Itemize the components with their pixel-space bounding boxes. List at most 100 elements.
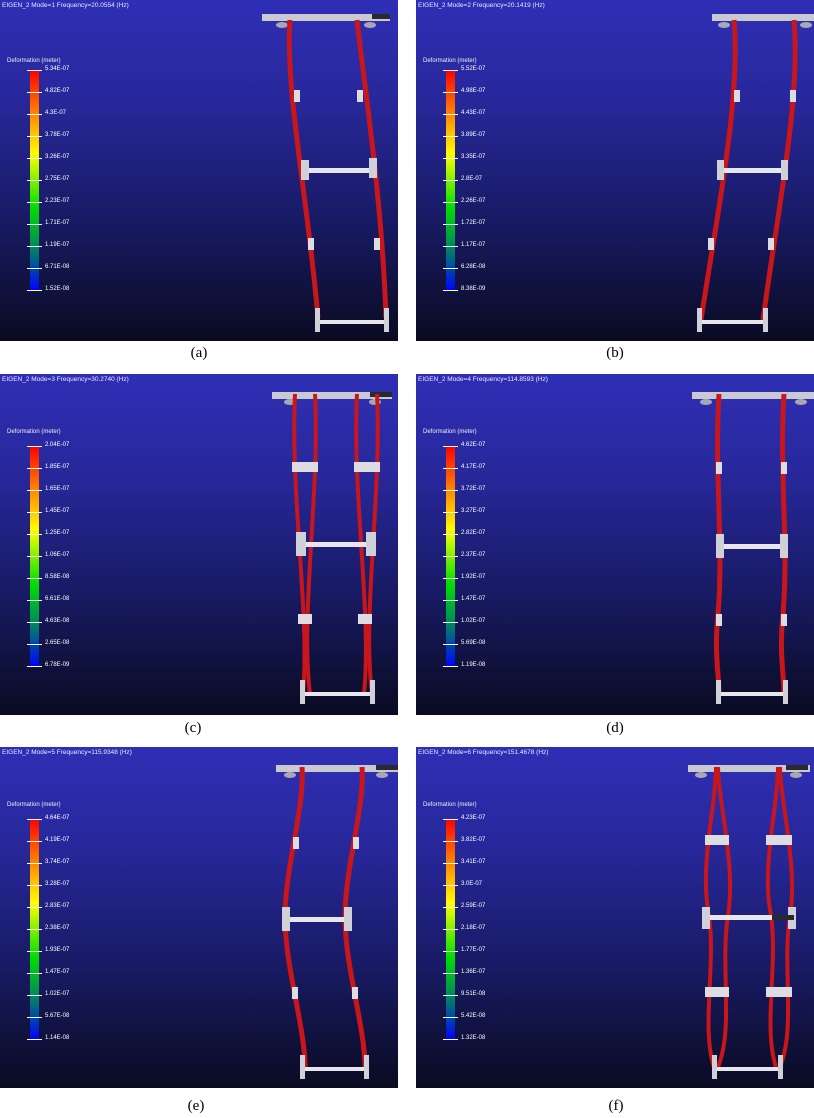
legend-tick (443, 490, 458, 491)
legend-tick (443, 885, 458, 886)
legend-tick (443, 512, 458, 513)
legend-tick-label: 3.28E-07 (45, 881, 70, 887)
legend-tick-label: 1.65E-07 (45, 486, 70, 492)
caption-f: (f) (608, 1098, 624, 1114)
panel-d: EIGEN_2 Mode=4 Frequency=114.8593 (Hz) D… (416, 374, 814, 715)
legend-tick-label: 1.06E-07 (45, 552, 70, 558)
legend-tick (443, 268, 458, 269)
legend-tick (27, 446, 42, 447)
legend-tick (27, 246, 42, 247)
legend-tick (443, 1039, 458, 1040)
legend-tick-label: 1.02E-07 (45, 991, 70, 997)
caption-b: (b) (606, 345, 624, 361)
legend-tick (27, 224, 42, 225)
panel-title: EIGEN_2 Mode=2 Frequency=20.1419 (Hz) (418, 2, 545, 9)
legend-tick (443, 468, 458, 469)
legend-tick-label: 3.72E-07 (461, 486, 486, 492)
legend-tick-label: 3.0E-07 (461, 881, 483, 887)
legend-tick-label: 1.77E-07 (461, 947, 486, 953)
legend-tick (443, 907, 458, 908)
legend-tick-label: 1.14E-08 (45, 1035, 70, 1041)
legend-tick-label: 1.19E-07 (45, 242, 70, 248)
legend-tick (443, 863, 458, 864)
legend-tick (27, 666, 42, 667)
legend-tick-label: 4.82E-07 (45, 88, 70, 94)
legend-tick-label: 4.63E-08 (45, 618, 70, 624)
legend-tick-label: 3.35E-07 (461, 154, 486, 160)
legend-tick-label: 3.74E-07 (45, 859, 70, 865)
legend-tick-label: 4.43E-07 (461, 110, 486, 116)
legend-tick-label: 3.89E-07 (461, 132, 486, 138)
legend-tick (443, 929, 458, 930)
legend-tick-label: 4.64E-07 (45, 815, 70, 821)
legend-tick-label: 1.17E-07 (461, 242, 486, 248)
legend-title: Deformation (meter) (7, 58, 61, 64)
panel-c: EIGEN_2 Mode=3 Frequency=30.2740 (Hz) De… (0, 374, 398, 715)
legend-tick (27, 202, 42, 203)
legend-tick-label: 4.17E-07 (461, 464, 486, 470)
legend-tick-label: 9.51E-08 (461, 991, 486, 997)
legend-tick-label: 2.26E-07 (461, 198, 486, 204)
legend-tick-label: 2.83E-07 (45, 903, 70, 909)
legend-tick-label: 5.34E-07 (45, 66, 70, 72)
legend-tick-label: 3.26E-07 (45, 154, 70, 160)
legend-tick (27, 929, 42, 930)
legend-tick-label: 6.78E-09 (45, 662, 70, 668)
legend-tick-label: 1.47E-07 (45, 969, 70, 975)
legend-tick-label: 1.32E-08 (461, 1035, 486, 1041)
legend-tick (27, 490, 42, 491)
legend-tick (27, 819, 42, 820)
panel-f: EIGEN_2 Mode=6 Frequency=151.4678 (Hz) D… (416, 747, 814, 1088)
legend-tick (27, 841, 42, 842)
caption-d: (d) (606, 720, 624, 736)
legend-tick (443, 180, 458, 181)
legend-tick (27, 158, 42, 159)
legend-tick-label: 6.61E-08 (45, 596, 70, 602)
legend-tick-label: 1.02E-07 (461, 618, 486, 624)
legend-tick-label: 1.72E-07 (461, 220, 486, 226)
legend-tick-label: 3.41E-07 (461, 859, 486, 865)
legend-tick-label: 1.93E-07 (45, 947, 70, 953)
legend-tick (27, 290, 42, 291)
legend-tick (27, 92, 42, 93)
legend-tick-label: 1.19E-08 (461, 662, 486, 668)
legend-tick (443, 224, 458, 225)
legend-tick-label: 4.98E-07 (461, 88, 486, 94)
legend-tick-label: 3.82E-07 (461, 837, 486, 843)
legend-tick (27, 136, 42, 137)
deformed-frame-model (688, 765, 810, 1079)
panel-b: EIGEN_2 Mode=2 Frequency=20.1419 (Hz) De… (416, 0, 814, 341)
legend-tick-label: 2.82E-07 (461, 530, 486, 536)
legend-tick-label: 1.85E-07 (45, 464, 70, 470)
legend-tick (27, 885, 42, 886)
legend-title: Deformation (meter) (423, 429, 477, 435)
legend-tick (443, 136, 458, 137)
panel-title: EIGEN_2 Mode=5 Frequency=115.9348 (Hz) (2, 749, 132, 756)
legend-tick (443, 973, 458, 974)
panel-a: EIGEN_2 Mode=1 Frequency=20.0554 (Hz) De… (0, 0, 398, 341)
panel-title: EIGEN_2 Mode=6 Frequency=151.4678 (Hz) (418, 749, 549, 756)
legend-tick-label: 2.04E-07 (45, 442, 70, 448)
legend-tick (27, 468, 42, 469)
panel-title: EIGEN_2 Mode=1 Frequency=20.0554 (Hz) (2, 2, 129, 9)
legend-tick (443, 246, 458, 247)
legend-tick-label: 4.3E-07 (45, 110, 67, 116)
legend-tick-label: 3.78E-07 (45, 132, 70, 138)
legend-tick-label: 1.47E-07 (461, 596, 486, 602)
legend-tick (443, 446, 458, 447)
legend-tick (27, 907, 42, 908)
panel-title: EIGEN_2 Mode=4 Frequency=114.8593 (Hz) (418, 376, 548, 383)
legend-tick (443, 951, 458, 952)
legend-tick-label: 6.71E-08 (45, 264, 70, 270)
deformed-frame-model (697, 14, 814, 332)
caption-a: (a) (190, 345, 208, 361)
legend-tick-label: 5.52E-07 (461, 66, 486, 72)
legend-tick-label: 1.92E-07 (461, 574, 486, 580)
legend-tick (443, 114, 458, 115)
panel-e: EIGEN_2 Mode=5 Frequency=115.9348 (Hz) D… (0, 747, 398, 1088)
legend-tick (443, 290, 458, 291)
legend-tick (27, 644, 42, 645)
legend-tick-label: 1.71E-07 (45, 220, 70, 226)
legend-tick (27, 951, 42, 952)
legend-tick (27, 995, 42, 996)
